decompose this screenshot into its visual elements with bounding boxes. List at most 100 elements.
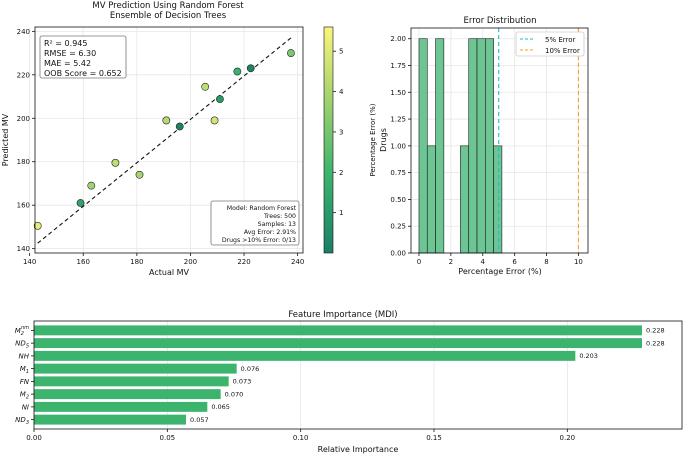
histogram-bar xyxy=(476,38,486,254)
info-samples: Samples: 13 xyxy=(258,221,296,228)
feature-importance-y-tick-label: ND3 xyxy=(15,416,29,426)
feature-importance-value-label: 0.057 xyxy=(190,416,209,424)
histogram-x-tick-label: 2 xyxy=(449,258,453,266)
info-over-10: Drugs >10% Error: 0/13 xyxy=(222,237,296,244)
histogram-bar xyxy=(493,145,503,254)
histogram-bar xyxy=(485,38,494,254)
histogram-y-tick-label: 0.25 xyxy=(390,223,406,231)
colorbar-ticks: 1 2 3 4 5 xyxy=(333,48,344,217)
stats-box: R² = 0.945 RMSE = 6.30 MAE = 5.42 OOB Sc… xyxy=(39,35,127,79)
feature-importance-value-label: 0.065 xyxy=(211,403,230,411)
scatter-y-tick-label: 160 xyxy=(17,202,30,210)
scatter-point xyxy=(135,170,144,179)
scatter-point xyxy=(76,199,85,207)
scatter-x-tick-label: 220 xyxy=(237,258,250,266)
histogram-x-tick-label: 4 xyxy=(481,258,486,266)
feature-importance-ticks: 0.00 0.05 0.10 0.15 0.20 M2nm ND5 NH M1 FN M2 NI ND3 xyxy=(15,325,575,442)
feature-importance-y-tick-label: NH xyxy=(19,352,30,360)
scatter-x-tick-label: 180 xyxy=(130,258,143,266)
feature-importance-x-tick-label: 0.20 xyxy=(560,434,576,442)
feature-importance-x-tick-label: 0.10 xyxy=(293,434,309,442)
histogram-bar xyxy=(426,145,436,254)
histogram-bar xyxy=(435,38,445,254)
scatter-point xyxy=(87,181,96,190)
histogram-y-tick-label: 1.00 xyxy=(390,142,406,150)
histogram-x-tick-label: 6 xyxy=(512,258,517,266)
feature-importance-x-tick-label: 0.15 xyxy=(426,434,442,442)
feature-importance-y-tick-label: M2nm xyxy=(15,325,29,337)
histogram-bar xyxy=(460,145,470,254)
histogram-y-tick-label: 0.50 xyxy=(390,196,406,204)
stat-rmse: RMSE = 6.30 xyxy=(44,49,96,58)
colorbar-gradient xyxy=(323,26,334,254)
colorbar-tick-label: 4 xyxy=(339,88,344,96)
scatter-y-tick-label: 180 xyxy=(17,158,30,166)
scatter-x-tick-label: 240 xyxy=(291,258,304,266)
scatter-title: MV Prediction Using Random Forest xyxy=(92,1,244,11)
feature-importance-bar xyxy=(34,350,576,361)
feature-importance-x-tick-label: 0.00 xyxy=(26,434,42,442)
histogram-y-tick-label: 1.75 xyxy=(390,62,406,70)
feature-importance-frame xyxy=(33,320,683,430)
feature-importance-bar xyxy=(34,389,221,400)
feature-importance-value-label: 0.076 xyxy=(241,365,260,373)
feature-importance-panel: Feature Importance (MDI) 0.228 0.228 0.203… xyxy=(15,310,683,454)
histogram-x-tick-label: 10 xyxy=(574,258,583,266)
scatter-panel: MV Prediction Using Random Forest Ensemb… xyxy=(1,1,377,277)
legend-5pct-label: 5% Error xyxy=(545,36,576,44)
histogram-y-tick-label: 2.00 xyxy=(390,35,406,43)
feature-importance-x-tick-label: 0.05 xyxy=(160,434,176,442)
feature-importance-bar xyxy=(34,401,208,412)
histogram-y-label: Drugs xyxy=(379,128,388,152)
scatter-point xyxy=(33,221,42,230)
histogram-panel: Error Distribution 0 2 4 6 8 10 0.00 0.25 0.50 0.… xyxy=(379,16,589,276)
histogram-title: Error Distribution xyxy=(463,16,536,26)
feature-importance-bar xyxy=(34,376,229,387)
feature-importance-bar xyxy=(34,414,186,425)
scatter-x-label: Actual MV xyxy=(149,268,190,277)
feature-importance-y-tick-label: NI xyxy=(22,403,29,411)
info-avg-error: Avg Error: 2.91% xyxy=(244,229,296,236)
histogram-ticks: 0 2 4 6 8 10 0.00 0.25 0.50 0.75 1.00 1.25 1.50 1.75 2… xyxy=(390,35,582,266)
scatter-point xyxy=(111,158,120,167)
stat-r2: R² = 0.945 xyxy=(44,39,87,48)
scatter-point xyxy=(162,116,171,125)
histogram-bar xyxy=(418,38,428,254)
histogram-x-tick-label: 0 xyxy=(417,258,421,266)
scatter-y-tick-label: 200 xyxy=(17,115,30,123)
scatter-y-tick-label: 140 xyxy=(17,245,30,253)
scatter-point xyxy=(233,67,242,76)
scatter-y-tick-label: 240 xyxy=(17,28,30,36)
feature-importance-y-tick-label: ND5 xyxy=(15,340,29,350)
colorbar-tick-label: 5 xyxy=(339,48,343,56)
feature-importance-x-label: Relative Importance xyxy=(318,445,399,454)
scatter-point xyxy=(210,116,219,125)
info-trees: Trees: 500 xyxy=(263,213,296,220)
feature-importance-bar xyxy=(34,338,642,349)
histogram-bars xyxy=(418,38,503,254)
stat-mae: MAE = 5.42 xyxy=(44,59,91,68)
histogram-bar xyxy=(468,38,478,254)
scatter-point xyxy=(246,64,255,73)
scatter-x-tick-label: 200 xyxy=(184,258,197,266)
scatter-x-tick-label: 140 xyxy=(23,258,36,266)
feature-importance-y-tick-label: FN xyxy=(20,378,30,386)
histogram-y-tick-label: 0.75 xyxy=(390,169,406,177)
scatter-point xyxy=(201,82,210,91)
info-model: Model: Random Forest xyxy=(227,205,297,212)
histogram-y-tick-label: 0.00 xyxy=(390,250,406,258)
feature-importance-title: Feature Importance (MDI) xyxy=(288,310,397,320)
feature-importance-y-tick-label: M2 xyxy=(20,391,29,401)
scatter-points xyxy=(33,49,295,230)
scatter-frame xyxy=(34,26,304,254)
scatter-point xyxy=(287,49,295,57)
scatter-subtitle: Ensemble of Decision Trees xyxy=(110,11,227,21)
colorbar-label: Percentage Error (%) xyxy=(369,103,377,176)
scatter-x-tick-label: 160 xyxy=(77,258,90,266)
histogram-y-tick-label: 1.25 xyxy=(390,116,406,124)
stat-oob: OOB Score = 0.652 xyxy=(44,69,122,78)
feature-importance-y-tick-label: M1 xyxy=(20,365,29,375)
colorbar-tick-label: 2 xyxy=(339,169,343,177)
histogram-reference-lines xyxy=(498,28,579,253)
